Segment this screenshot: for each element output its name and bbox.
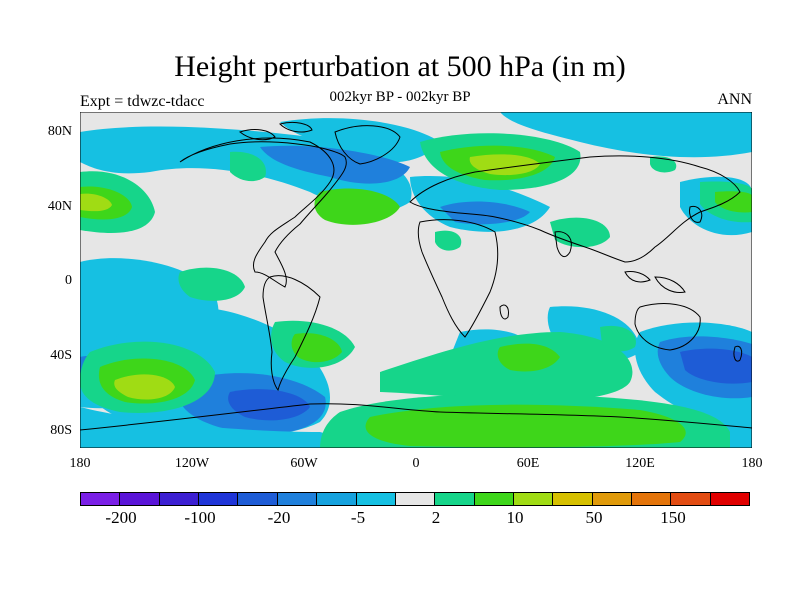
colorbar-swatch-9: [435, 493, 475, 505]
colorbar-swatch-7: [356, 493, 396, 505]
colorbar-swatch-5: [277, 493, 318, 505]
lon-label-180-right: 180: [741, 456, 763, 471]
colorbar-swatch-4: [238, 493, 278, 505]
colorbar-label: -200: [105, 508, 137, 527]
colorbar-swatch-0: [81, 493, 121, 505]
map-subtitle: 002kyr BP - 002kyr BP: [329, 89, 471, 105]
colorbar-swatch-15: [671, 493, 711, 505]
colorbar-swatch-8: [395, 493, 436, 505]
colorbar: [80, 492, 750, 506]
lon-label-60w: 60W: [290, 456, 318, 471]
colorbar-label: 50: [585, 508, 603, 527]
lat-label-40s: 40S: [50, 348, 72, 363]
colorbar-swatch-12: [553, 493, 593, 505]
colorbar-swatch-10: [474, 493, 514, 505]
colorbar-swatch-13: [592, 493, 633, 505]
lat-label-40n: 40N: [47, 199, 72, 214]
colorbar-label: 2: [431, 508, 441, 527]
season-label: ANN: [717, 91, 752, 108]
lat-label-0: 0: [65, 273, 72, 288]
map-panel: [80, 112, 752, 448]
map-title: Height perturbation at 500 hPa (in m): [174, 50, 626, 83]
experiment-label: Expt = tdwzc-tdacc: [80, 93, 205, 110]
lon-label-0: 0: [412, 456, 420, 471]
colorbar-swatch-3: [199, 493, 239, 505]
colorbar-swatch-2: [159, 493, 200, 505]
lat-label-80n: 80N: [47, 124, 72, 139]
colorbar-label: -20: [267, 508, 291, 527]
positive-anomaly-regions: [80, 133, 752, 448]
colorbar-label: 10: [506, 508, 524, 527]
colorbar-swatch-14: [632, 493, 672, 505]
lon-label-180-left: 180: [69, 456, 91, 471]
lon-label-120e: 120E: [625, 456, 655, 471]
colorbar-label: -100: [184, 508, 216, 527]
colorbar-swatch-16: [710, 493, 750, 505]
coastlines: [80, 121, 752, 431]
colorbar-label: -5: [350, 508, 366, 527]
colorbar-label: 150: [660, 508, 686, 527]
map-plot: [80, 112, 752, 448]
colorbar-swatch-11: [513, 493, 554, 505]
colorbar-swatch-1: [120, 493, 160, 505]
lon-label-120w: 120W: [174, 456, 210, 471]
lat-label-80s: 80S: [50, 423, 72, 438]
colorbar-swatch-6: [317, 493, 357, 505]
lon-label-60e: 60E: [516, 456, 540, 471]
